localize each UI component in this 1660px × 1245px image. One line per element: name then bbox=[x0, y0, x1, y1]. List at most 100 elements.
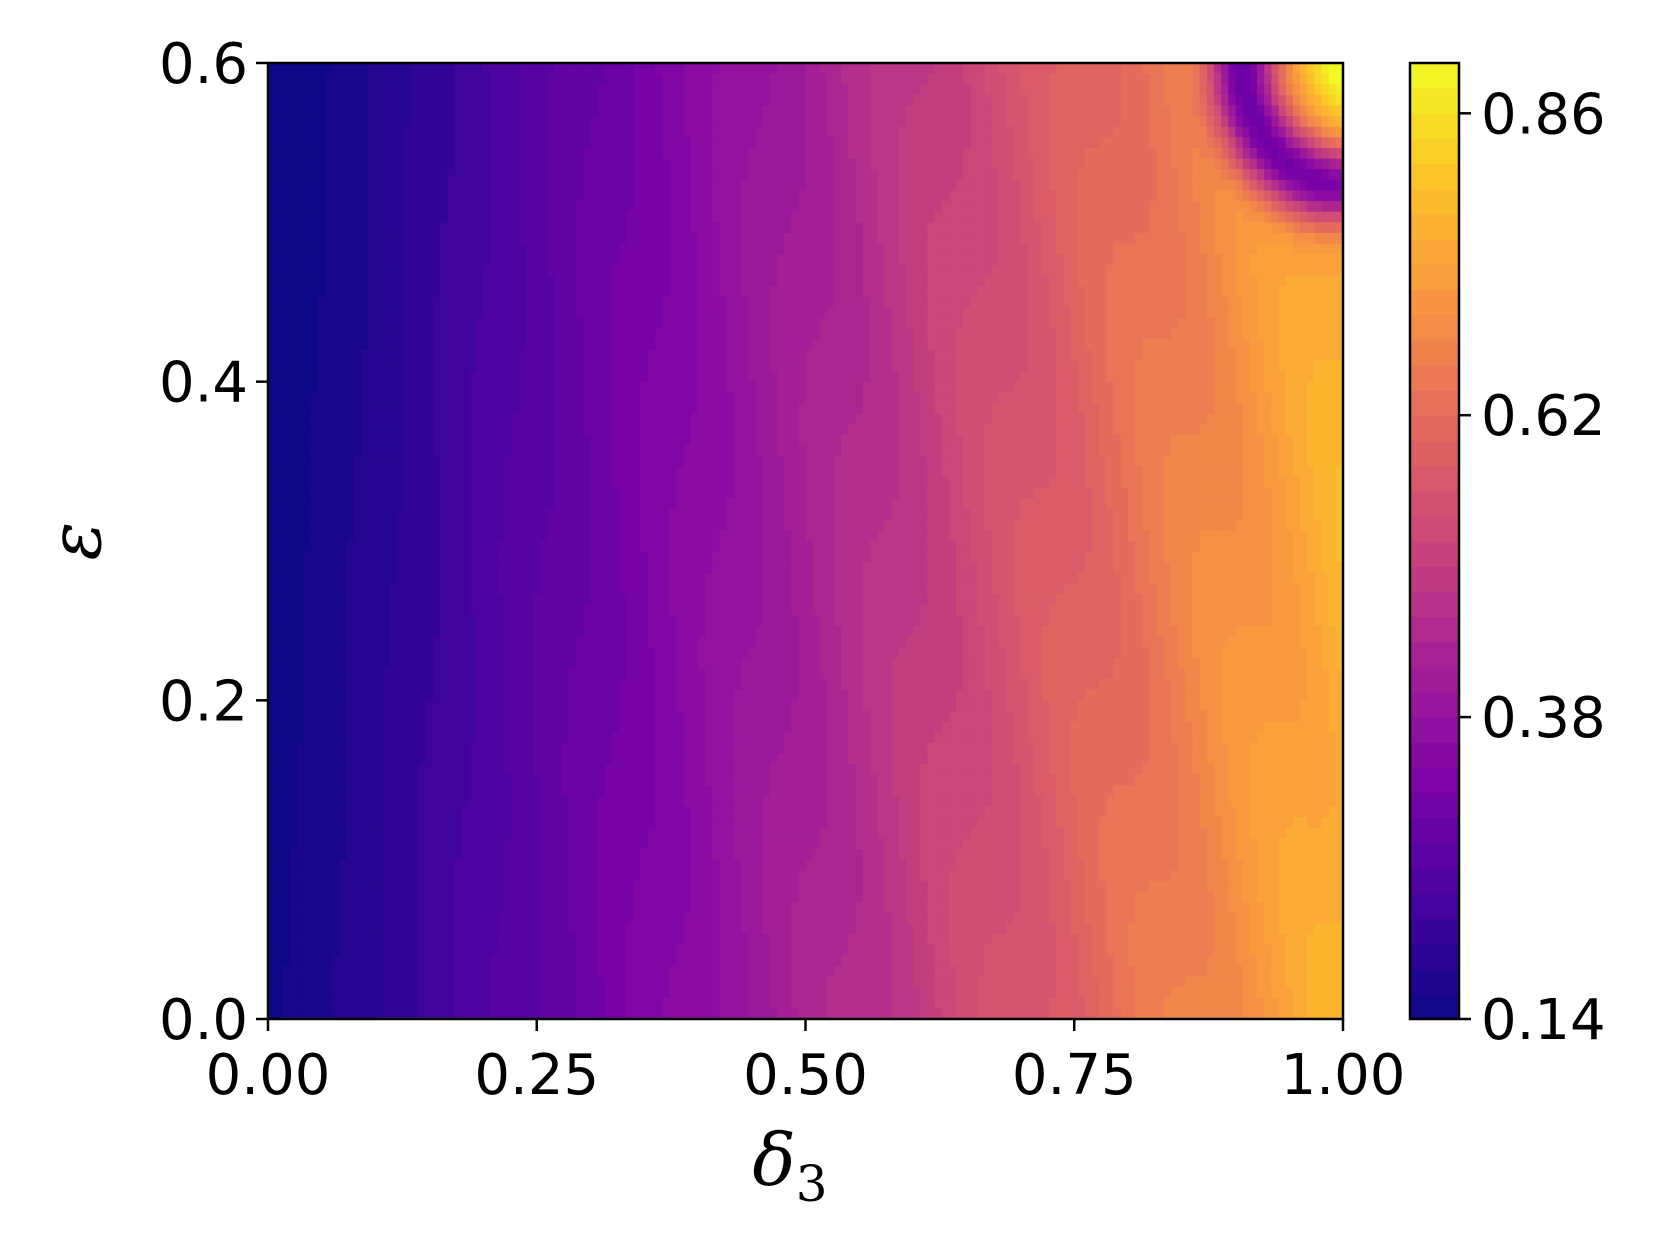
heatmap-cell bbox=[805, 349, 814, 362]
heatmap-cell bbox=[1142, 328, 1151, 340]
heatmap-cell bbox=[504, 371, 513, 383]
heatmap-cell bbox=[1149, 243, 1158, 255]
heatmap-cell bbox=[497, 275, 506, 287]
heatmap-cell bbox=[576, 126, 584, 138]
heatmap-cell bbox=[1242, 169, 1251, 181]
heatmap-cell bbox=[1178, 63, 1186, 75]
heatmap-cell bbox=[590, 317, 599, 330]
heatmap-cell bbox=[361, 63, 369, 75]
heatmap-cell bbox=[1106, 73, 1115, 85]
heatmap-cell bbox=[361, 105, 369, 117]
heatmap-cell bbox=[733, 211, 742, 223]
heatmap-cell bbox=[1307, 402, 1315, 415]
heatmap-cell bbox=[561, 275, 570, 287]
heatmap-cell bbox=[812, 137, 821, 149]
heatmap-cell bbox=[733, 254, 742, 266]
heatmap-cell bbox=[361, 392, 369, 404]
heatmap-cell bbox=[970, 328, 979, 340]
heatmap-cell bbox=[1171, 339, 1179, 351]
heatmap-cell bbox=[590, 286, 599, 298]
heatmap-cell bbox=[1228, 126, 1237, 138]
heatmap-cell bbox=[712, 126, 721, 138]
heatmap-cell bbox=[870, 105, 878, 117]
heatmap-cell bbox=[877, 339, 885, 351]
heatmap-cell bbox=[1235, 254, 1244, 266]
heatmap-cell bbox=[483, 63, 491, 75]
heatmap-cell bbox=[397, 328, 405, 340]
heatmap-cell bbox=[318, 169, 326, 181]
heatmap-cell bbox=[1120, 232, 1129, 245]
heatmap-cell bbox=[1149, 307, 1158, 319]
heatmap-cell bbox=[303, 232, 312, 245]
heatmap-cell bbox=[1242, 105, 1251, 117]
heatmap-cell bbox=[475, 211, 484, 223]
heatmap-cell bbox=[289, 116, 298, 128]
heatmap-cell bbox=[1149, 360, 1158, 372]
heatmap-cell bbox=[1085, 105, 1093, 117]
heatmap-cell bbox=[841, 360, 850, 372]
heatmap-cell bbox=[1085, 402, 1093, 415]
heatmap-cell bbox=[533, 137, 541, 149]
heatmap-cell bbox=[1128, 392, 1136, 404]
heatmap-cell bbox=[454, 232, 463, 245]
heatmap-cell bbox=[1171, 73, 1179, 85]
heatmap-cell bbox=[877, 190, 885, 202]
heatmap-cell bbox=[1042, 84, 1050, 96]
heatmap-cell bbox=[1185, 179, 1194, 192]
heatmap-cell bbox=[1206, 296, 1215, 308]
heatmap-cell bbox=[1307, 349, 1315, 362]
heatmap-cell bbox=[991, 158, 1000, 170]
heatmap-cell bbox=[1321, 84, 1330, 96]
heatmap-cell bbox=[354, 126, 362, 138]
heatmap-cell bbox=[1006, 84, 1014, 96]
heatmap-cell bbox=[1092, 190, 1100, 202]
heatmap-cell bbox=[984, 317, 993, 330]
heatmap-cell bbox=[1271, 169, 1280, 181]
heatmap-cell bbox=[1228, 371, 1237, 383]
heatmap-cell bbox=[418, 307, 427, 319]
heatmap-cell bbox=[282, 201, 291, 213]
heatmap-cell bbox=[676, 94, 685, 107]
heatmap-cell bbox=[389, 307, 398, 319]
heatmap-cell bbox=[991, 328, 1000, 340]
heatmap-cell bbox=[354, 137, 362, 149]
heatmap-cell bbox=[289, 381, 298, 393]
heatmap-cell bbox=[812, 264, 821, 277]
heatmap-cell bbox=[905, 264, 914, 277]
heatmap-cell bbox=[726, 254, 735, 266]
heatmap-cell bbox=[1185, 211, 1194, 223]
heatmap-cell bbox=[1171, 371, 1179, 383]
heatmap-cell bbox=[454, 105, 463, 117]
heatmap-cell bbox=[1285, 339, 1294, 351]
heatmap-cell bbox=[296, 296, 305, 308]
heatmap-cell bbox=[1192, 147, 1201, 160]
heatmap-cell bbox=[1013, 179, 1022, 192]
heatmap-cell bbox=[762, 243, 771, 255]
heatmap-cell bbox=[1307, 190, 1315, 202]
heatmap-cell bbox=[769, 264, 778, 277]
heatmap-cell bbox=[1300, 201, 1308, 213]
heatmap-cell bbox=[1171, 360, 1179, 372]
heatmap-cell bbox=[375, 339, 384, 351]
heatmap-cell bbox=[1070, 84, 1079, 96]
heatmap-cell bbox=[927, 392, 936, 404]
heatmap-cell bbox=[1070, 317, 1079, 330]
heatmap-cell bbox=[719, 169, 728, 181]
heatmap-cell bbox=[841, 73, 850, 85]
heatmap-cell bbox=[1335, 169, 1344, 181]
heatmap-cell bbox=[748, 402, 756, 415]
heatmap-cell bbox=[1314, 296, 1323, 308]
heatmap-cell bbox=[318, 243, 326, 255]
heatmap-cell bbox=[296, 232, 305, 245]
heatmap-cell bbox=[1335, 63, 1344, 75]
heatmap-cell bbox=[332, 222, 341, 234]
heatmap-cell bbox=[540, 84, 549, 96]
heatmap-cell bbox=[841, 126, 850, 138]
heatmap-cell bbox=[956, 402, 964, 415]
heatmap-cell bbox=[461, 286, 470, 298]
heatmap-cell bbox=[1257, 126, 1265, 138]
heatmap-cell bbox=[397, 137, 405, 149]
heatmap-cell bbox=[834, 222, 842, 234]
heatmap-cell bbox=[1013, 63, 1022, 75]
heatmap-cell bbox=[368, 413, 377, 425]
